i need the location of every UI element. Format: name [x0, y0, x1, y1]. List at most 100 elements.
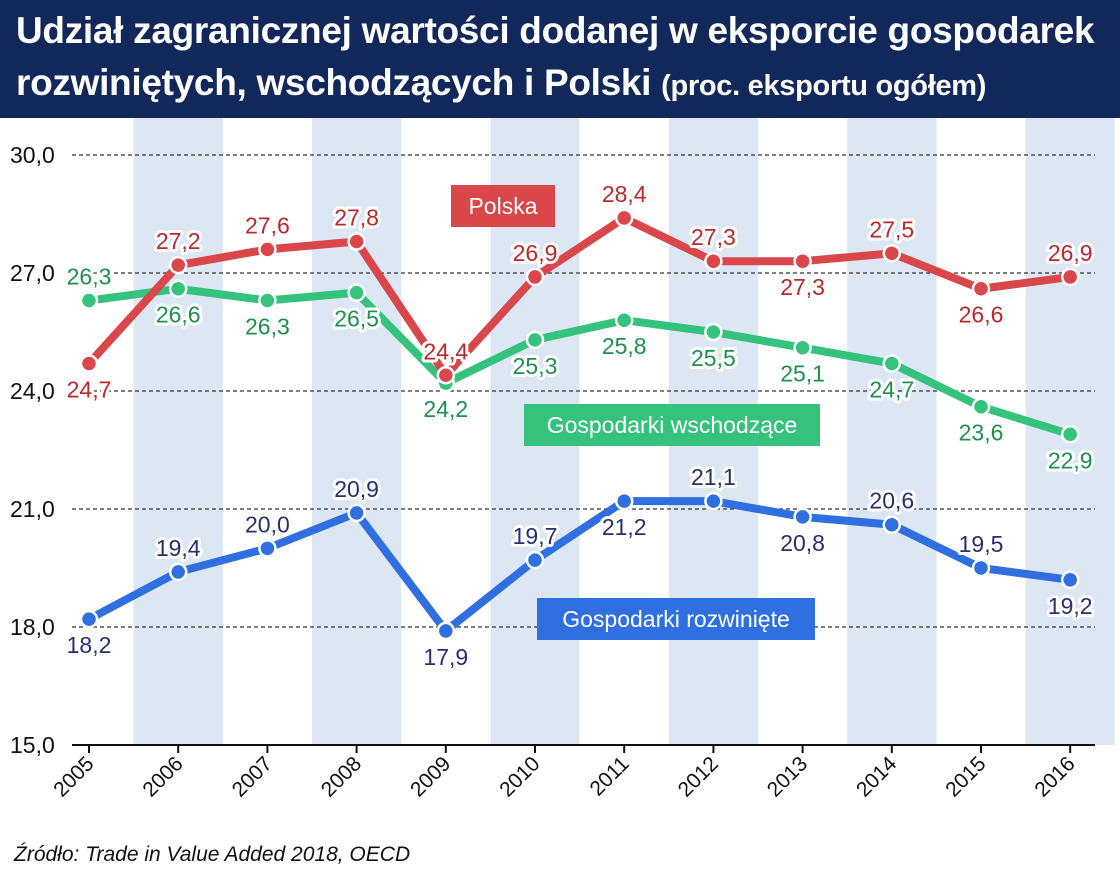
x-tick-label: 2005 [49, 752, 98, 801]
series-tag-developed-text: Gospodarki rozwinięte [562, 606, 790, 632]
chart-title-line2-text: rozwiniętych, wschodzących i Polski [16, 62, 652, 103]
data-point-developed [971, 558, 991, 578]
data-point-developed [436, 621, 456, 641]
data-label-developed: 20,6 [869, 488, 914, 514]
data-point-emerging [525, 330, 545, 350]
column-band [847, 118, 937, 745]
data-label-polska: 26,9 [513, 240, 558, 266]
series-tag-developed-bg [537, 598, 815, 640]
column-band [312, 118, 402, 745]
series-name-tags: Polska Gospodarki wschodzące Gospodarki … [451, 185, 820, 640]
data-point-polska [793, 251, 812, 271]
data-point-polska [1060, 267, 1080, 287]
data-point-polska [704, 251, 723, 271]
x-tick-label: 2006 [138, 752, 187, 801]
data-point-developed [793, 507, 812, 527]
data-label-emerging: 25,3 [513, 353, 558, 379]
x-tick-label: 2011 [586, 752, 634, 800]
data-label-polska: 28,4 [602, 181, 647, 207]
series-tag-polska-bg [451, 185, 555, 227]
y-tick-label: 18,0 [10, 614, 55, 640]
series-tag-polska-text: Polska [468, 193, 537, 219]
data-label-emerging: 26,3 [67, 264, 112, 290]
data-point-emerging [1060, 425, 1080, 444]
data-point-developed [704, 491, 723, 511]
y-axis-ticks: 15,0 18,0 21,0 24,0 27,0 30,0 [10, 142, 55, 758]
data-label-developed: 20,8 [780, 530, 825, 556]
series-lines [85, 213, 1075, 635]
y-tick-label: 21,0 [10, 496, 55, 522]
chart-title-unit: (proc. eksportu ogółem) [661, 70, 987, 102]
y-tick-label: 27,0 [10, 260, 55, 286]
x-tick-label: 2014 [852, 752, 902, 802]
data-label-developed: 17,9 [423, 644, 468, 670]
x-tick-label: 2009 [406, 752, 455, 801]
series-tag-emerging-text: Gospodarki wschodzące [547, 412, 798, 438]
data-point-polska [971, 279, 991, 298]
data-label-polska: 26,6 [959, 302, 1004, 328]
data-point-emerging [168, 279, 188, 298]
x-tick-label: 2016 [1030, 752, 1079, 801]
data-label-developed: 19,7 [513, 523, 558, 549]
data-label-emerging: 25,8 [602, 333, 647, 359]
data-labels: 18,2 19,4 20,0 20,9 17,9 19,7 21,2 21,1 20,8 20,6… [64, 178, 1096, 673]
series-line-emerging [85, 284, 1075, 439]
data-label-polska: 27,6 [245, 212, 290, 238]
data-label-emerging: 26,3 [245, 314, 290, 340]
data-label-polska: 27,5 [869, 216, 914, 242]
data-label-developed: 18,2 [67, 632, 112, 658]
series-line-developed [85, 497, 1075, 635]
data-label-emerging: 26,5 [334, 306, 379, 332]
data-point-polska [258, 240, 277, 259]
data-point-emerging [704, 322, 723, 342]
data-label-emerging: 25,1 [780, 361, 825, 387]
data-point-emerging [79, 291, 99, 310]
data-label-emerging: 22,9 [1048, 447, 1093, 473]
data-label-polska: 27,3 [691, 224, 736, 250]
series-tag-developed: Gospodarki rozwinięte [537, 598, 815, 640]
data-point-polska [882, 244, 902, 263]
data-point-developed [525, 550, 545, 570]
y-tick-label: 24,0 [10, 378, 55, 404]
x-tick-label: 2010 [495, 752, 544, 801]
x-tick-label: 2015 [941, 752, 990, 801]
data-label-polska: 27,8 [334, 205, 379, 231]
data-label-developed: 20,9 [334, 476, 379, 502]
data-point-emerging [882, 354, 902, 373]
x-tick-label: 2008 [317, 752, 366, 801]
data-label-developed: 19,5 [959, 531, 1004, 557]
chart-header: Udział zagranicznej wartości dodanej w e… [0, 0, 1120, 118]
line-chart: 15,0 18,0 21,0 24,0 27,0 30,0 2005 2006 2007 200… [10, 118, 1115, 802]
x-tick-label: 2007 [228, 752, 277, 801]
x-axis: 2005 2006 2007 2008 2009 2010 2011 2012 2013 2014… [49, 744, 1095, 802]
data-point-polska [436, 366, 456, 385]
chart-title-line1: Udział zagranicznej wartości dodanej w e… [16, 10, 1095, 51]
data-point-emerging [347, 283, 366, 302]
data-point-polska [168, 255, 188, 275]
data-label-polska: 26,9 [1048, 240, 1093, 266]
series-line-polska [85, 213, 1075, 380]
data-point-emerging [614, 310, 634, 330]
grid-lines [72, 154, 1095, 628]
data-point-polska [525, 267, 545, 287]
data-point-developed [347, 503, 366, 523]
data-point-emerging [793, 338, 812, 357]
data-point-developed [1060, 570, 1080, 590]
data-label-polska: 27,2 [156, 228, 201, 254]
y-tick-label: 30,0 [10, 142, 55, 168]
data-label-developed: 19,2 [1048, 593, 1093, 619]
series-tag-emerging: Gospodarki wschodzące [524, 404, 820, 446]
y-tick-label: 15,0 [10, 732, 55, 758]
series-tag-emerging-bg [524, 404, 820, 446]
data-label-emerging: 24,7 [869, 376, 914, 402]
data-label-polska: 27,3 [780, 274, 825, 300]
data-label-polska: 24,7 [67, 376, 112, 402]
data-point-developed [614, 491, 634, 511]
column-band [133, 118, 223, 745]
data-label-emerging: 24,2 [423, 396, 468, 422]
series-tag-polska: Polska [451, 185, 555, 227]
data-point-developed [258, 539, 277, 558]
data-label-developed: 19,4 [156, 535, 201, 561]
data-point-polska [614, 208, 634, 228]
data-point-developed [79, 609, 99, 629]
